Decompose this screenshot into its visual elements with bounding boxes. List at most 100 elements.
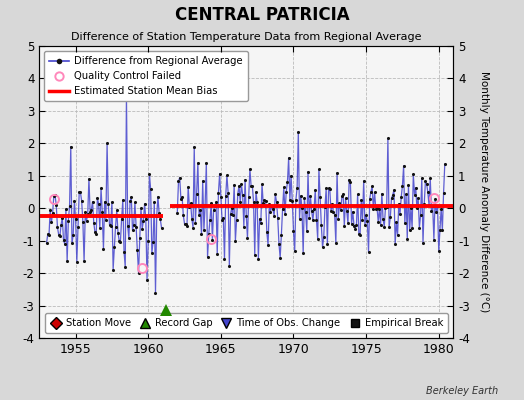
Point xyxy=(378,190,386,197)
Point xyxy=(408,225,416,231)
Point xyxy=(350,223,358,229)
Point xyxy=(190,143,199,150)
Point xyxy=(71,216,80,223)
Point xyxy=(106,223,115,229)
Point xyxy=(148,250,156,256)
Point xyxy=(56,233,64,239)
Point xyxy=(272,198,281,205)
Point xyxy=(182,220,190,227)
Point xyxy=(423,189,432,196)
Point xyxy=(376,222,385,228)
Point xyxy=(237,181,246,188)
Point xyxy=(238,192,247,198)
Point xyxy=(396,211,404,217)
Point xyxy=(183,222,191,229)
Point xyxy=(254,256,263,262)
Point xyxy=(329,209,337,216)
Point xyxy=(225,262,234,269)
Point xyxy=(137,205,145,212)
Point xyxy=(347,221,356,227)
Point xyxy=(204,231,213,237)
Point xyxy=(52,202,60,208)
Point xyxy=(191,219,200,226)
Point xyxy=(109,266,117,273)
Point xyxy=(157,225,166,231)
Point xyxy=(97,185,105,192)
Point xyxy=(355,231,363,237)
Point xyxy=(224,189,232,196)
Point xyxy=(189,224,197,231)
Point xyxy=(236,199,244,206)
Point xyxy=(252,189,260,195)
Point xyxy=(263,229,271,236)
Point xyxy=(124,222,132,229)
Point xyxy=(176,174,184,181)
Point xyxy=(92,231,101,238)
Point xyxy=(139,218,148,224)
Point xyxy=(380,224,388,230)
Point xyxy=(112,224,120,230)
Point xyxy=(302,228,311,234)
Point xyxy=(292,196,300,203)
Point xyxy=(230,182,238,188)
Point xyxy=(387,195,396,201)
Point xyxy=(151,289,160,296)
Point xyxy=(207,200,215,206)
Point xyxy=(290,248,299,254)
Point xyxy=(115,237,123,244)
Point xyxy=(42,240,51,246)
Point xyxy=(343,208,351,214)
Point xyxy=(339,191,347,198)
Point xyxy=(296,216,304,222)
Point xyxy=(315,166,323,173)
Point xyxy=(239,224,248,230)
Point xyxy=(75,188,83,195)
Point xyxy=(253,199,261,206)
Legend: Station Move, Record Gap, Time of Obs. Change, Empirical Break: Station Move, Record Gap, Time of Obs. C… xyxy=(45,313,448,333)
Point xyxy=(47,219,56,226)
Point xyxy=(235,182,243,189)
Text: CENTRAL PATRICIA: CENTRAL PATRICIA xyxy=(174,6,350,24)
Point xyxy=(289,227,298,234)
Point xyxy=(313,236,322,242)
Point xyxy=(437,206,445,212)
Point xyxy=(384,135,392,142)
Point xyxy=(234,190,242,197)
Point xyxy=(103,140,111,146)
Point xyxy=(222,193,230,199)
Point xyxy=(369,206,378,213)
Point xyxy=(283,179,292,186)
Point xyxy=(90,219,98,226)
Point xyxy=(258,181,266,188)
Point xyxy=(270,212,278,219)
Point xyxy=(440,190,448,196)
Point xyxy=(120,248,128,255)
Point xyxy=(325,186,334,192)
Point xyxy=(211,203,219,209)
Point xyxy=(367,188,375,195)
Point xyxy=(336,207,345,214)
Point xyxy=(54,232,63,238)
Point xyxy=(383,204,391,210)
Point xyxy=(433,202,442,209)
Point xyxy=(93,194,102,201)
Point xyxy=(247,183,255,190)
Point xyxy=(386,214,395,221)
Point xyxy=(250,252,259,258)
Point xyxy=(113,207,121,214)
Point xyxy=(413,205,421,212)
Point xyxy=(265,201,274,208)
Point xyxy=(373,204,381,211)
Point xyxy=(266,208,275,215)
Point xyxy=(195,212,203,218)
Point xyxy=(362,212,370,219)
Point xyxy=(300,195,309,201)
Point xyxy=(319,244,327,250)
Point xyxy=(334,216,343,222)
Point xyxy=(345,176,353,183)
Point xyxy=(288,198,297,204)
Point xyxy=(294,129,302,135)
Point xyxy=(117,216,126,222)
Point xyxy=(145,171,154,178)
Point xyxy=(174,178,183,185)
